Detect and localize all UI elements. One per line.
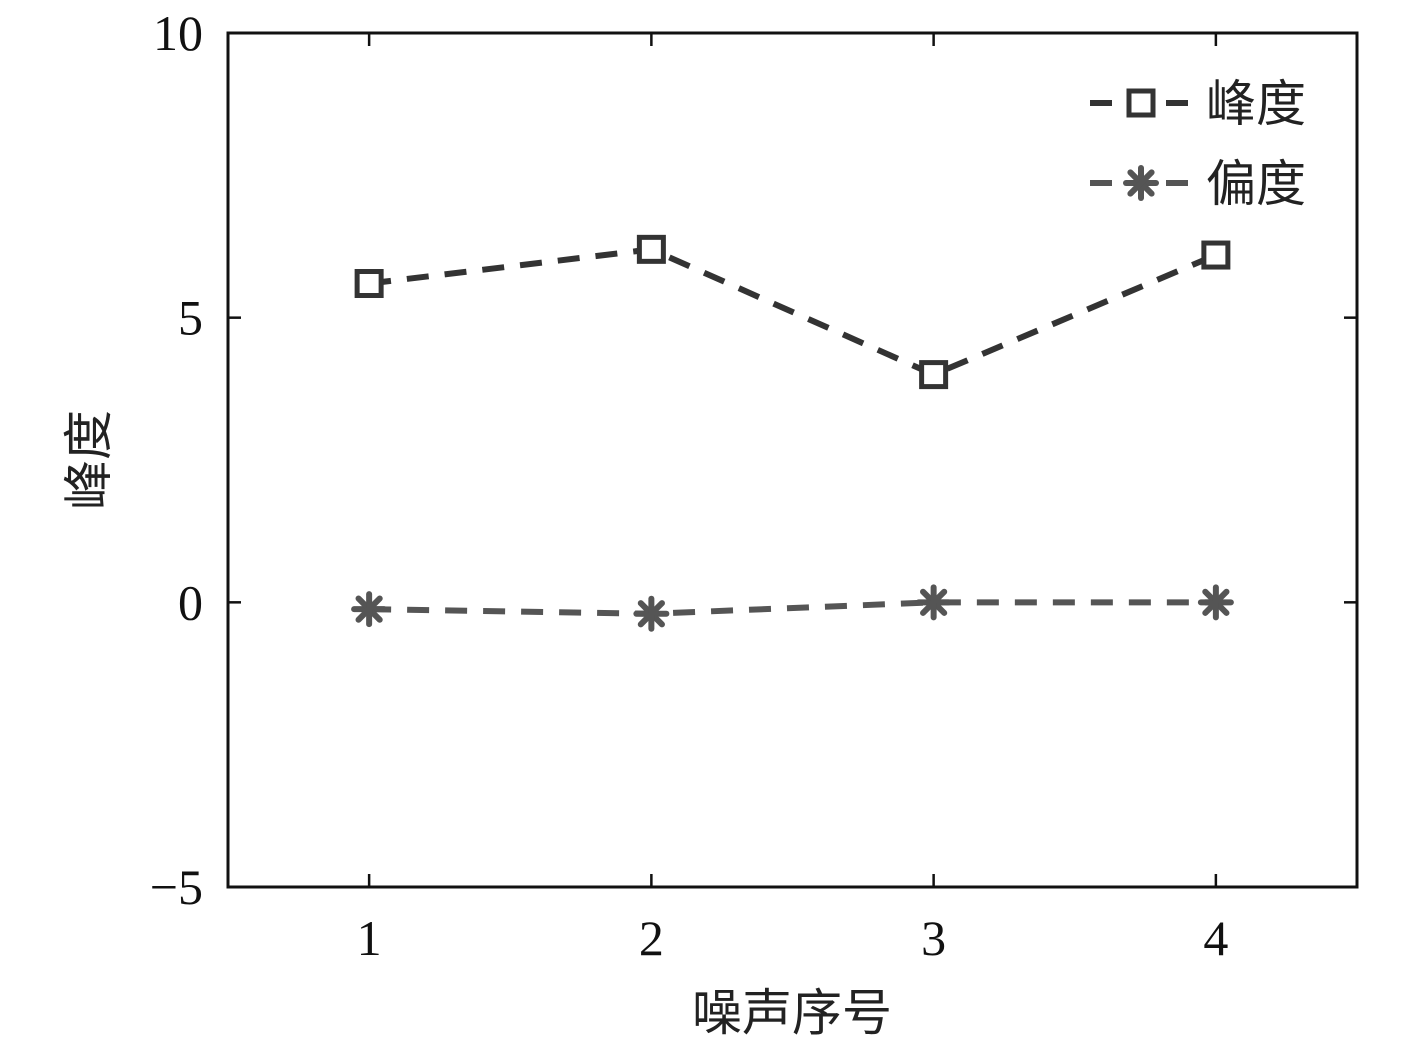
marker-stroke: [637, 600, 665, 628]
y-tick-label: 0: [178, 574, 203, 630]
legend-label: 峰度: [1206, 75, 1306, 133]
x-tick-label: 2: [639, 910, 664, 966]
series-layer: [351, 234, 1234, 632]
x-tick-label: 4: [1203, 910, 1228, 966]
y-tick-label: 5: [178, 290, 203, 346]
data-point: [919, 360, 949, 390]
data-point: [915, 584, 952, 621]
data-point: [636, 234, 666, 264]
y-axis-label: 峰度: [60, 410, 118, 510]
legend-item: 偏度: [1090, 155, 1306, 213]
y-tick-label: −5: [150, 859, 203, 915]
marker-stroke: [920, 588, 948, 616]
marker-stroke: [1127, 169, 1155, 197]
marker-stroke: [355, 595, 383, 623]
legend-item: 峰度: [1090, 75, 1306, 133]
data-point: [633, 595, 670, 632]
legend-swatch-marker: [1123, 165, 1159, 201]
axis-ticks: 1 2 3 4 10 5 0 −5: [150, 5, 1357, 966]
x-tick-label: 3: [921, 910, 946, 966]
legend-label: 偏度: [1206, 155, 1306, 213]
x-tick-label: 1: [357, 910, 382, 966]
data-point: [351, 591, 388, 628]
plot-area: [226, 31, 1359, 889]
series-1: [354, 234, 1231, 390]
data-point: [1201, 240, 1231, 270]
data-point: [354, 269, 384, 299]
data-point: [1197, 584, 1234, 621]
x-axis-label: 噪声序号: [692, 984, 892, 1042]
marker-stroke: [1202, 588, 1230, 616]
legend-swatch-marker: [1126, 88, 1156, 118]
y-tick-label: 10: [153, 5, 203, 61]
plot-frame: [226, 31, 1359, 889]
series-line: [368, 246, 1218, 378]
series-2: [351, 584, 1234, 632]
series-line: [369, 599, 1216, 617]
